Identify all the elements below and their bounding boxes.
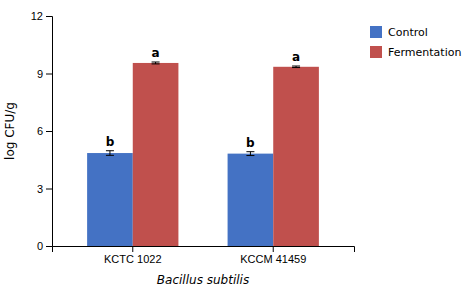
marks [87,62,319,246]
x-axis-line [53,247,355,253]
y-tick: 9 [37,68,52,80]
legend-swatch [370,46,382,58]
x-tick: KCTC 1022 [104,246,161,265]
y-tick-line [46,246,52,247]
y-tick-line [46,16,52,17]
error-bar-stem [109,151,110,156]
legend-label: Control [388,26,428,39]
error-bar-cap [106,150,114,151]
y-tick: 0 [37,240,52,252]
x-tick-label: KCCM 41459 [240,253,306,265]
error-bar-stem [250,152,251,156]
error-bar [246,152,254,156]
annotation: b [106,135,115,149]
y-tick-label: 3 [37,183,43,195]
bar [133,63,179,246]
legend-item: Fermentation [370,46,461,59]
annotation: b [246,136,255,150]
y-tick: 6 [37,125,52,137]
y-tick: 3 [37,183,52,195]
x-tick-line [273,246,274,252]
annotations: b b a a [106,46,300,150]
error-bar [292,66,300,68]
bar [228,154,274,246]
bar [273,67,319,246]
y-tick: 12 [31,10,52,22]
legend: Control Fermentation [370,26,461,59]
chart-container: b b a a 0 3 6 9 12 KCTC 1022 KCCM 41459 Bacillus su… [0,0,474,292]
y-axis-line [46,17,53,247]
error-bar-cap [246,155,254,156]
y-tick-label: 6 [37,125,43,137]
y-tick-line [46,74,52,75]
y-tick-label: 12 [31,10,43,22]
y-tick-line [46,131,52,132]
y-tick-label: 0 [37,240,43,252]
error-bar [152,62,160,64]
error-bar-cap [292,67,300,68]
x-axis-title: Bacillus subtilis [157,273,249,287]
plot: b b a a 0 3 6 9 12 KCTC 1022 KCCM 41459 Bacillus su… [3,10,461,287]
error-bar-cap [106,155,114,156]
error-bar [106,151,114,156]
legend-item: Control [370,26,428,39]
bar [87,153,133,246]
annotation: a [152,46,160,60]
y-axis-title: log CFU/g [3,102,17,160]
y-axis: 0 3 6 9 12 [31,10,53,252]
x-tick-line [132,246,133,252]
x-tick: KCCM 41459 [240,246,306,265]
error-bar-cap [152,63,160,64]
legend-label: Fermentation [388,46,461,59]
chart-svg: b b a a 0 3 6 9 12 KCTC 1022 KCCM 41459 Bacillus su… [0,0,474,292]
x-axis: KCTC 1022 KCCM 41459 [53,246,355,265]
annotation: a [292,50,300,64]
y-tick-label: 9 [37,68,43,80]
error-bar-cap [292,66,300,67]
y-tick-line [46,189,52,190]
error-bar-cap [246,151,254,152]
error-bar-cap [152,62,160,63]
x-tick-label: KCTC 1022 [104,253,161,265]
legend-swatch [370,26,382,38]
